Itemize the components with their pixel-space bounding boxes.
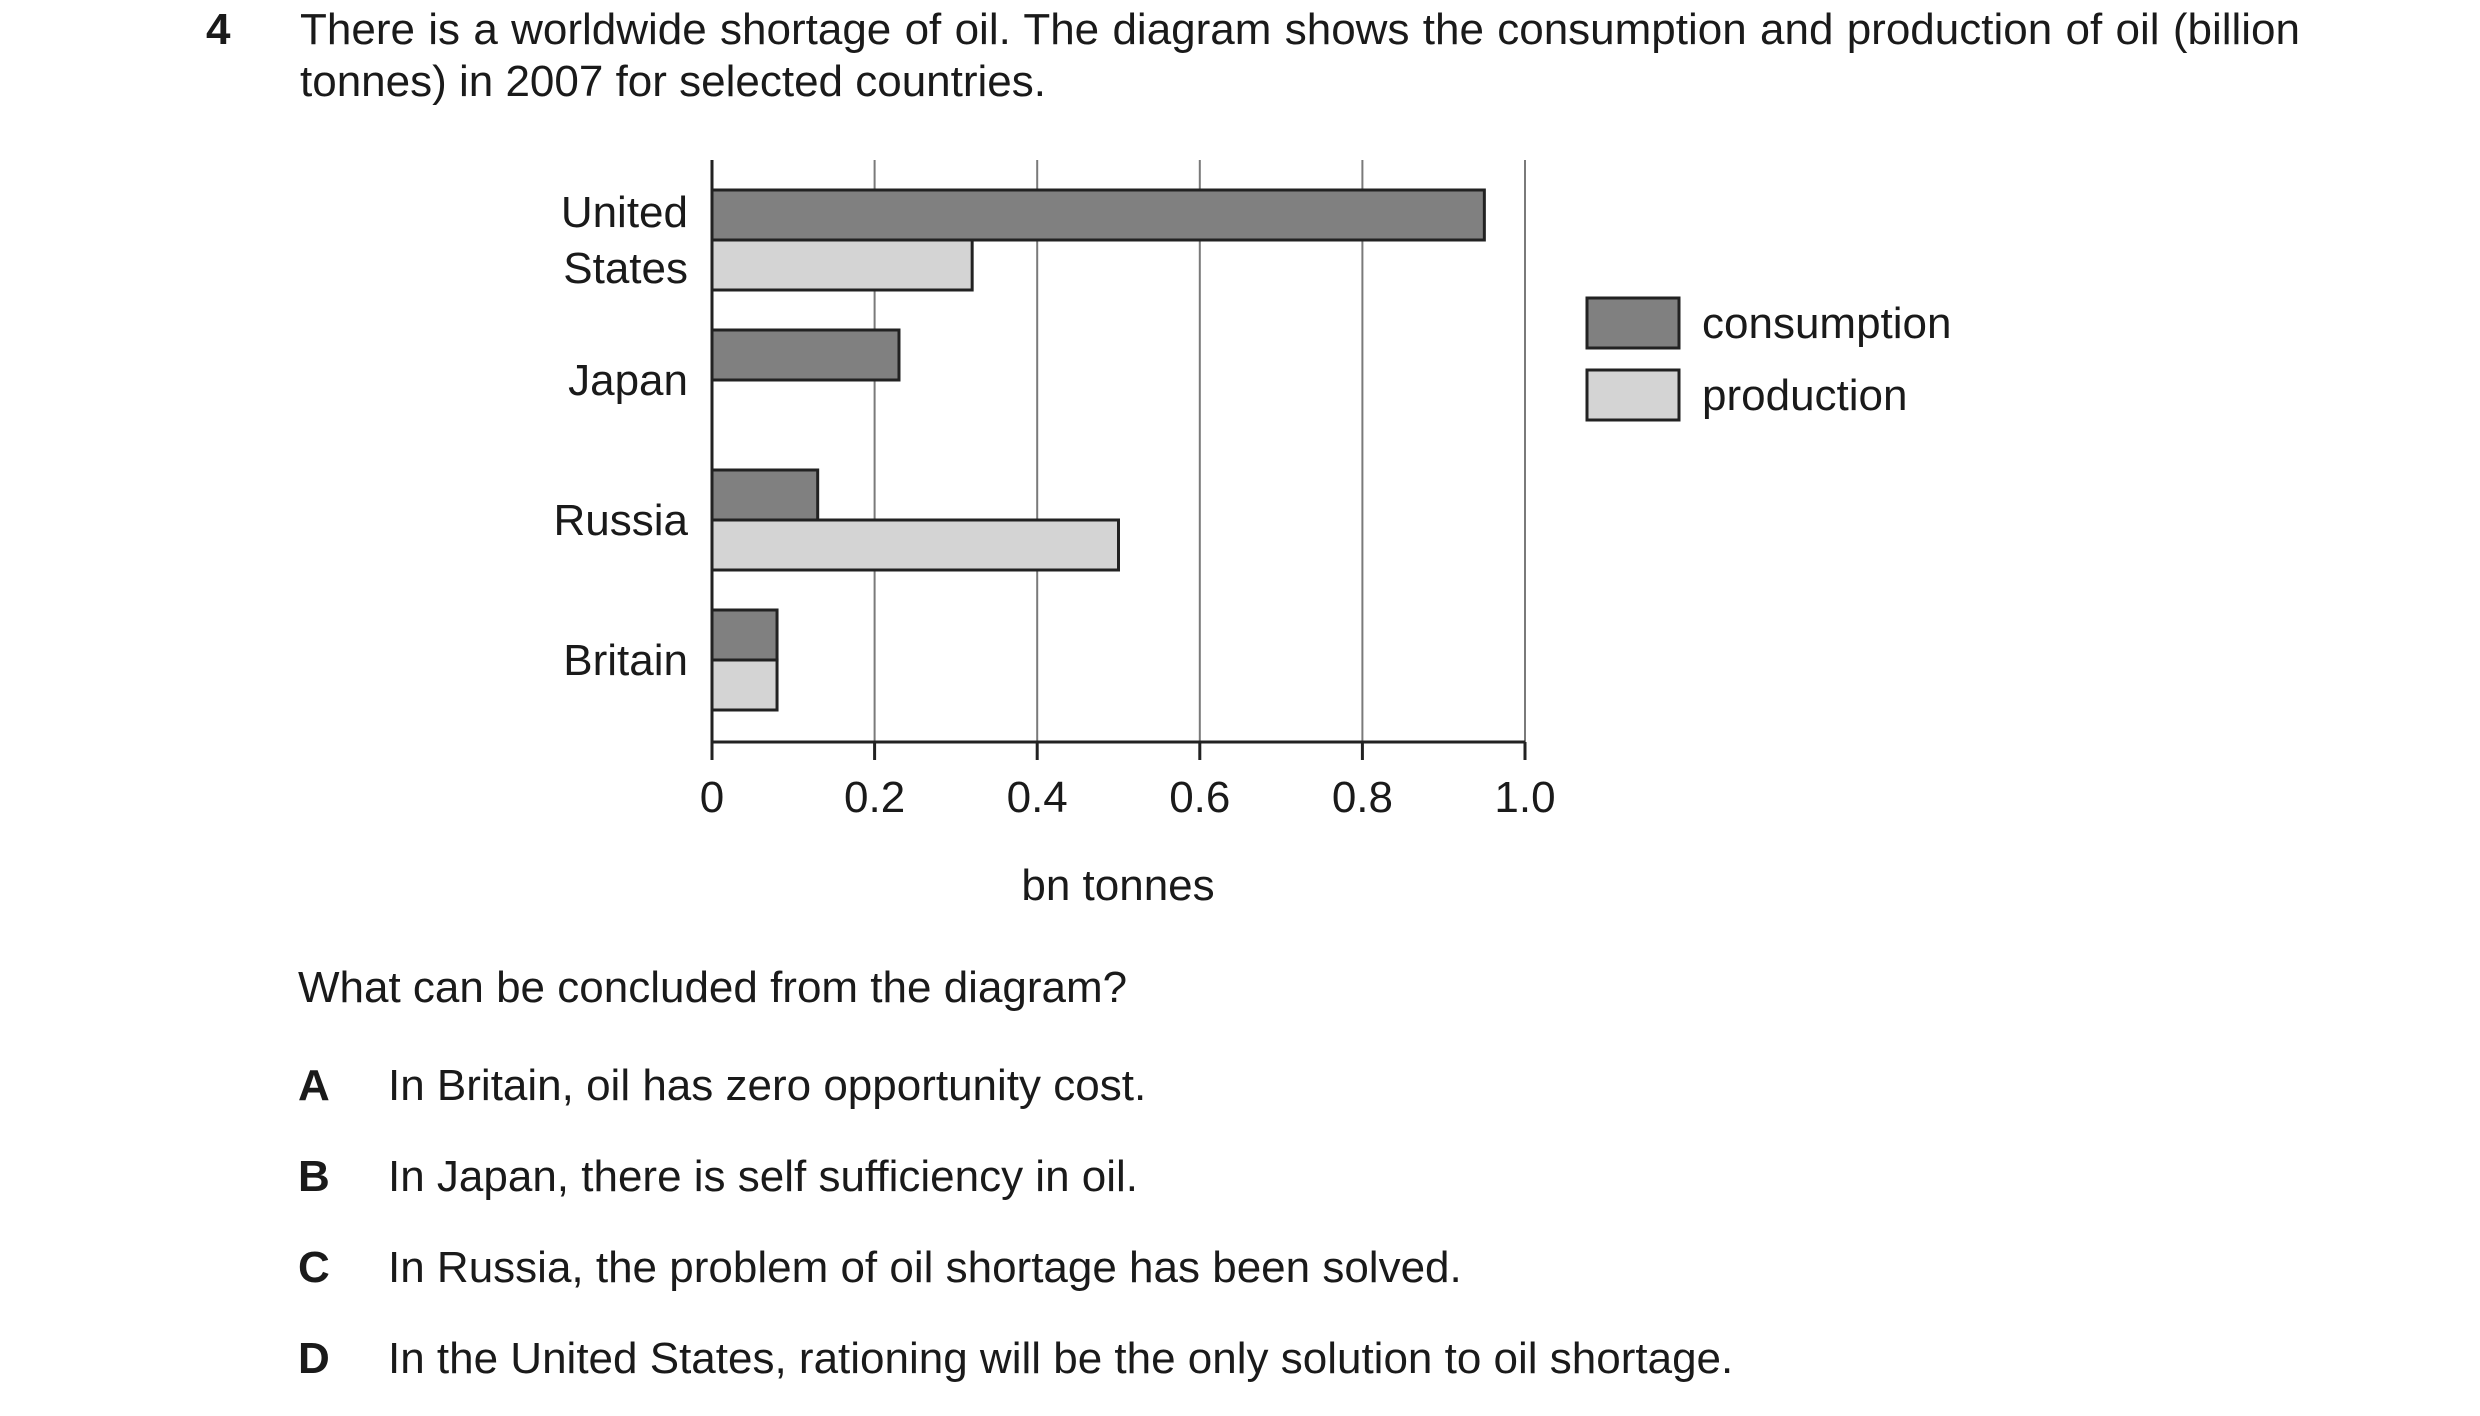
x-tick-label-0.2: 0.2 — [844, 773, 905, 822]
option-d-key: D — [298, 1334, 330, 1383]
x-tick-label-1.0: 1.0 — [1494, 773, 1555, 822]
option-b-text: In Japan, there is self sufficiency in o… — [388, 1152, 1139, 1201]
option-b-key: B — [298, 1152, 330, 1201]
x-axis-label: bn tonnes — [1021, 861, 1214, 910]
bar-united-states-consumption — [710, 188, 1486, 242]
x-tick-label-0.4: 0.4 — [1007, 773, 1068, 822]
legend-swatch-consumption — [1585, 296, 1681, 350]
bar-japan-consumption — [710, 328, 901, 382]
category-label-japan: Japan — [568, 356, 688, 405]
option-c-text: In Russia, the problem of oil shortage h… — [388, 1243, 1462, 1292]
bar-russia-consumption — [710, 468, 820, 522]
chart-tick-labels: 0 0.2 0.4 0.6 0.8 1.0 — [700, 773, 1556, 822]
category-label-united-states-line1: States — [563, 244, 688, 293]
legend-swatch-production — [1585, 368, 1681, 422]
option-d-text: In the United States, rationing will be … — [388, 1334, 1734, 1383]
oil-bar-chart: 0 0.2 0.4 0.6 0.8 1.0 United States Japan Russia… — [554, 160, 1951, 910]
chart-bars — [710, 188, 1486, 712]
bar-united-states-production — [710, 238, 974, 292]
option-a-text: In Britain, oil has zero opportunity cos… — [388, 1061, 1147, 1110]
legend-label-consumption: consumption — [1702, 299, 1951, 348]
x-tick-label-0.6: 0.6 — [1169, 773, 1230, 822]
question-stem: There is a worldwide shortage of oil. Th… — [300, 5, 2300, 106]
question-number: 4 — [206, 5, 231, 54]
chart-axes — [710, 160, 1527, 760]
x-tick-label-0: 0 — [700, 773, 724, 822]
category-label-britain: Britain — [563, 636, 688, 685]
bar-britain-consumption — [710, 608, 779, 662]
question-prompt: What can be concluded from the diagram? — [298, 963, 1128, 1012]
category-label-russia: Russia — [554, 496, 689, 545]
chart-legend: consumption production — [1585, 296, 1951, 422]
bar-britain-production — [710, 658, 779, 712]
category-label-united-states-line0: United — [561, 188, 688, 237]
option-a-key: A — [298, 1061, 330, 1110]
chart-gridlines — [873, 160, 1526, 742]
x-tick-label-0.8: 0.8 — [1332, 773, 1393, 822]
bar-russia-production — [710, 518, 1120, 572]
chart-category-labels: United States Japan Russia Britain — [554, 188, 689, 685]
option-c-key: C — [298, 1243, 330, 1292]
legend-label-production: production — [1702, 371, 1907, 420]
